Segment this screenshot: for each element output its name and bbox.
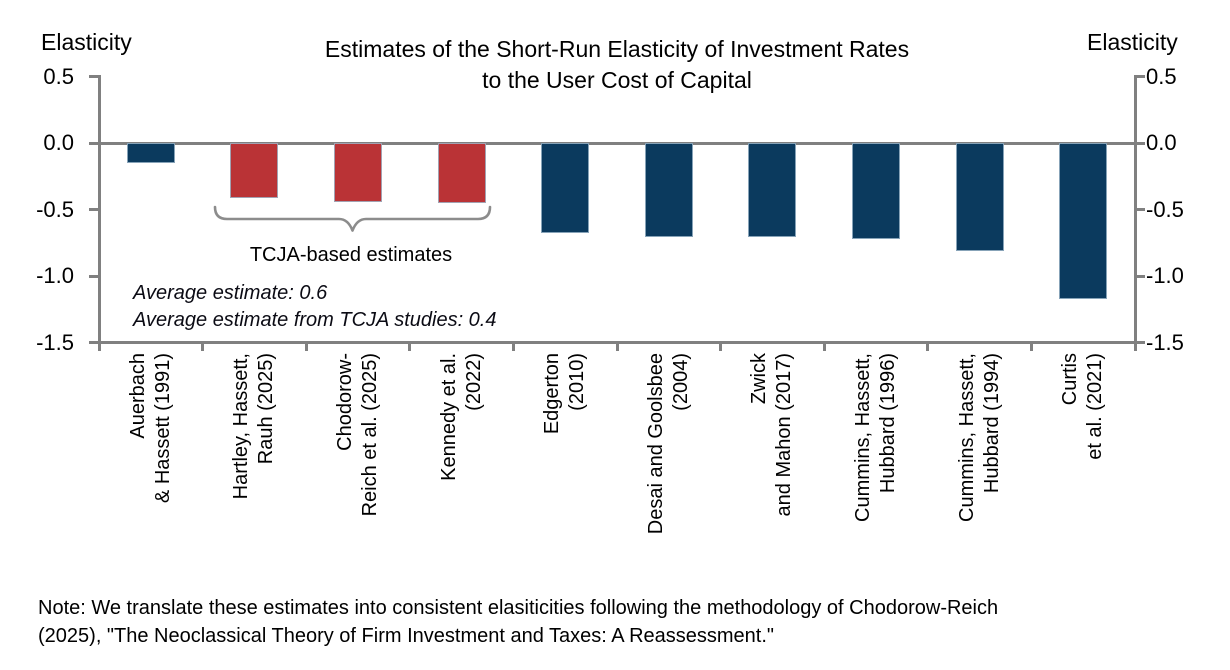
- average-tcja-estimate-annotation: Average estimate from TCJA studies: 0.4: [133, 309, 497, 331]
- tcja-bracket-path: [213, 205, 492, 232]
- category-label: Chodorow- Reich et al. (2025): [334, 353, 381, 517]
- tcja-bracket-label: TCJA-based estimates: [249, 244, 453, 266]
- bar: [955, 143, 1004, 251]
- left-y-tick-label: 0.0: [43, 130, 74, 155]
- x-axis-tick: [304, 341, 308, 351]
- bar: [230, 143, 279, 198]
- category-label: Desai and Goolsbee (2004): [644, 353, 692, 535]
- bar: [334, 143, 382, 202]
- right-y-tick: [1135, 75, 1145, 78]
- x-axis-tick: [97, 341, 101, 351]
- left-axis-title: Elasticity: [41, 29, 132, 55]
- right-y-tick-label: -0.5: [1146, 196, 1184, 222]
- right-y-tick-label: 0.5: [1146, 63, 1177, 89]
- category-label: Cummins, Hassett, Hubbard (1994): [955, 353, 1003, 522]
- left-y-tick: [89, 208, 99, 211]
- bar: [541, 143, 590, 234]
- category-label: Auerbach & Hassett (1991): [126, 353, 174, 504]
- x-axis-tick: [615, 341, 619, 351]
- bar: [126, 143, 175, 163]
- bar: [852, 143, 900, 239]
- left-y-tick: [89, 274, 99, 278]
- right-y-tick-label: -1.0: [1146, 263, 1184, 288]
- x-axis-tick: [511, 341, 515, 351]
- left-y-tick: [89, 341, 99, 344]
- footnote: Note: We translate these estimates into …: [38, 597, 999, 647]
- average-estimate-annotation: Average estimate: 0.6: [133, 282, 328, 304]
- category-label: Hartley, Hassett, Rauh (2025): [230, 353, 278, 500]
- bar: [644, 143, 693, 238]
- x-axis-tick: [408, 341, 412, 351]
- bar: [437, 143, 486, 203]
- category-label: Curtis et al. (2021): [1059, 353, 1107, 460]
- x-axis-tick: [1029, 341, 1033, 351]
- x-axis-tick: [719, 341, 723, 351]
- right-y-tick: [1135, 141, 1145, 145]
- right-axis-title: Elasticity: [1087, 29, 1178, 55]
- left-y-tick-label: 0.5: [43, 63, 74, 89]
- left-y-tick: [89, 75, 99, 78]
- zero-line: [99, 141, 1135, 145]
- right-y-tick: [1135, 341, 1145, 344]
- left-y-tick: [89, 141, 99, 145]
- x-axis-tick: [1133, 341, 1137, 351]
- x-axis-tick: [822, 341, 826, 351]
- category-label: Cummins, Hassett, Hubbard (1996): [852, 353, 899, 522]
- bar: [748, 143, 797, 238]
- right-y-tick: [1135, 274, 1145, 278]
- left-y-tick-label: -0.5: [36, 196, 74, 222]
- left-y-tick-label: -1.0: [36, 263, 74, 288]
- category-label: Zwick and Mahon (2017): [748, 353, 796, 517]
- left-y-axis: [97, 75, 101, 344]
- x-axis-tick: [201, 341, 205, 351]
- category-label: Edgerton (2010): [541, 353, 589, 435]
- right-y-tick: [1135, 208, 1145, 211]
- left-y-tick-label: -1.5: [36, 329, 74, 355]
- category-label: Kennedy et al. (2022): [437, 353, 485, 481]
- x-axis-tick: [926, 341, 930, 351]
- bar: [1059, 143, 1108, 299]
- right-y-tick-label: -1.5: [1146, 329, 1184, 355]
- chart-title: Estimates of the Short-Run Elasticity of…: [324, 36, 910, 93]
- right-y-tick-label: 0.0: [1146, 130, 1177, 155]
